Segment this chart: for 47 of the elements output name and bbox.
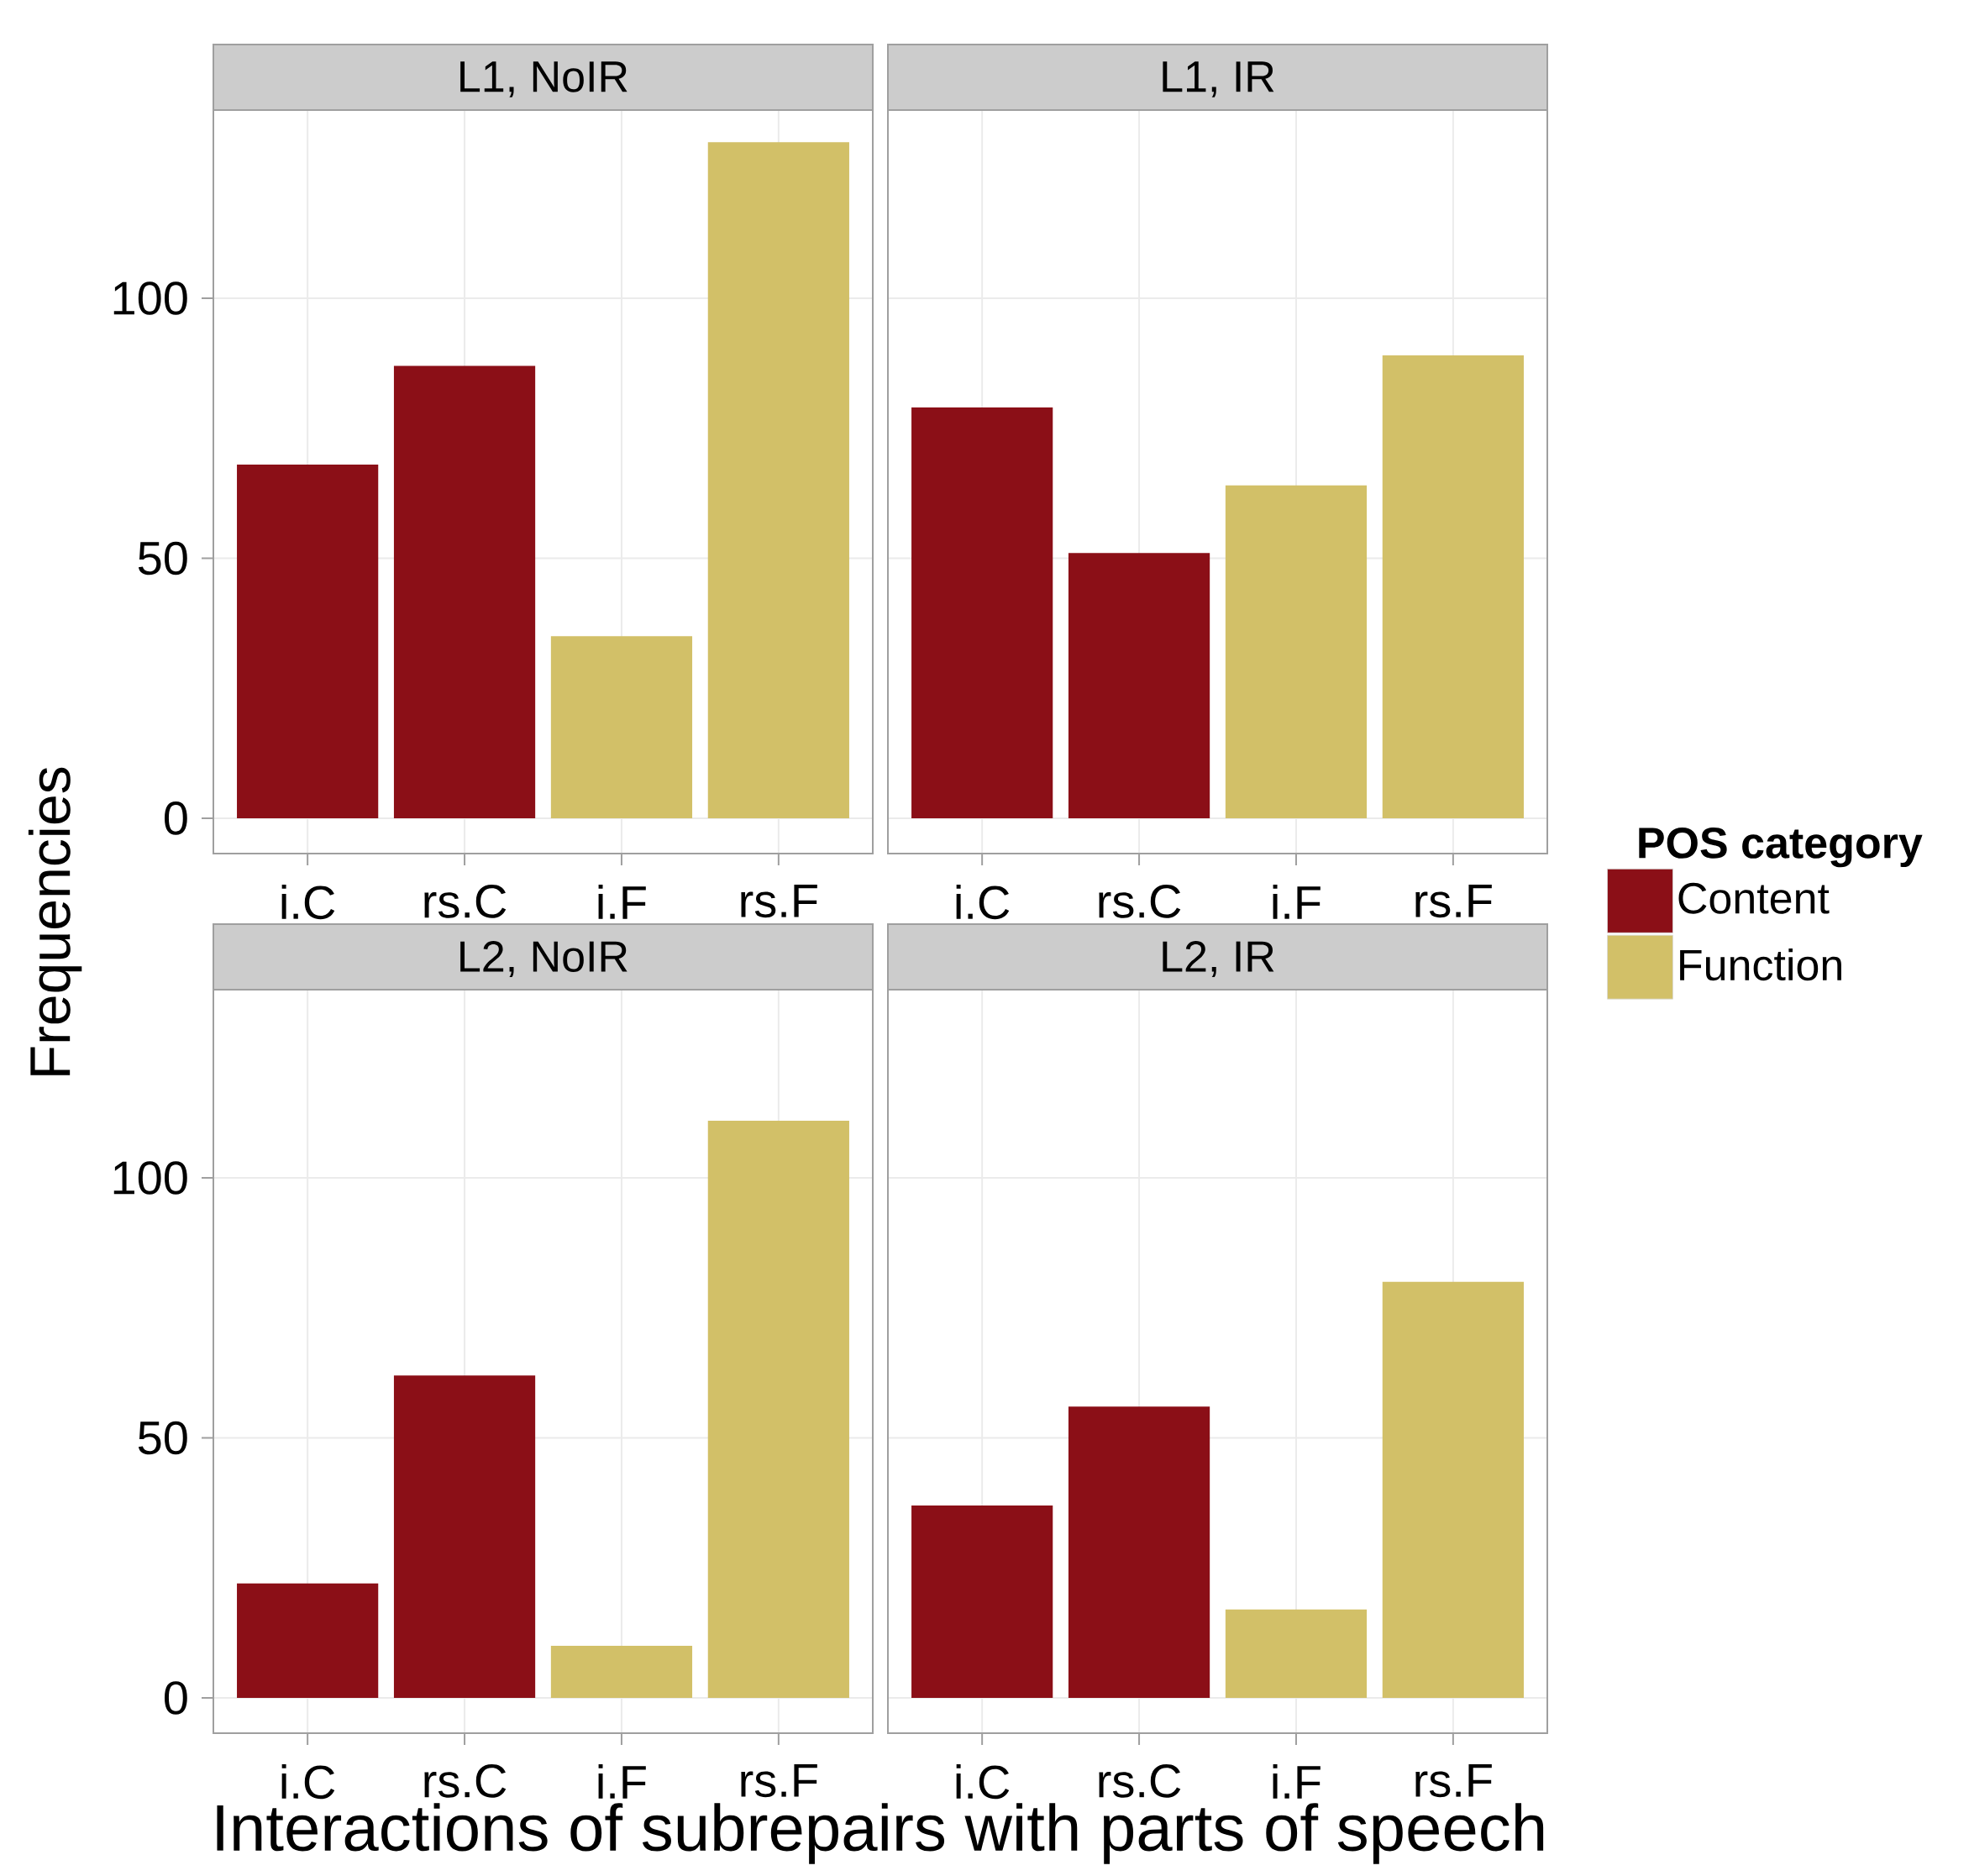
y-tick-label: 50 xyxy=(138,1421,187,1455)
x-tick-label: rs.F xyxy=(1415,884,1492,917)
x-tick-label: rs.F xyxy=(1415,1763,1492,1797)
chart-title: L1, NoIR xyxy=(460,61,627,97)
legend-label: Function xyxy=(1680,948,1841,980)
legend-title: POS category xyxy=(1639,827,1923,868)
bar xyxy=(911,407,1053,818)
x-tick-label: i.C xyxy=(956,1763,1010,1799)
legend-label: Content xyxy=(1678,882,1830,914)
bar xyxy=(1068,553,1210,818)
bar xyxy=(1382,1281,1524,1698)
x-tick-label: rs.C xyxy=(1099,1763,1181,1798)
bar xyxy=(1225,1609,1368,1698)
bar xyxy=(237,464,379,818)
y-axis-title: Frequencies xyxy=(28,767,82,1075)
x-tick-label: i.C xyxy=(281,1763,335,1799)
x-tick-label: i.F xyxy=(1273,884,1321,919)
bar xyxy=(1225,485,1368,818)
x-tick-label: rs.C xyxy=(424,884,507,918)
bar xyxy=(393,365,536,818)
x-tick-label: rs.F xyxy=(741,884,817,917)
bar xyxy=(707,142,849,818)
bar xyxy=(550,1645,693,1698)
bar xyxy=(393,1374,536,1698)
x-axis-title: Interactions of subrepairs with parts of speech xyxy=(217,1802,1544,1864)
chart-title: L2, IR xyxy=(1163,940,1274,977)
x-tick-label: rs.C xyxy=(424,1763,507,1798)
y-tick-label: 0 xyxy=(164,801,187,835)
bar xyxy=(237,1583,379,1698)
x-tick-label: i.F xyxy=(598,1763,646,1799)
x-tick-label: rs.F xyxy=(741,1763,817,1797)
bar xyxy=(707,1120,849,1698)
y-tick-label: 100 xyxy=(113,1161,187,1195)
y-tick-label: 100 xyxy=(113,281,187,315)
bar xyxy=(1068,1406,1210,1698)
y-tick-label: 50 xyxy=(138,541,187,575)
bar xyxy=(911,1505,1053,1698)
x-tick-label: i.C xyxy=(956,884,1010,919)
y-tick-label: 0 xyxy=(164,1680,187,1715)
chart-title: L1, IR xyxy=(1163,61,1274,97)
bar xyxy=(550,636,693,818)
bar xyxy=(1382,355,1524,818)
x-tick-label: i.F xyxy=(1273,1763,1321,1799)
chart-title: L2, NoIR xyxy=(460,940,627,977)
x-tick-label: rs.C xyxy=(1099,884,1181,918)
x-tick-label: i.F xyxy=(598,884,646,919)
x-tick-label: i.C xyxy=(281,884,335,919)
